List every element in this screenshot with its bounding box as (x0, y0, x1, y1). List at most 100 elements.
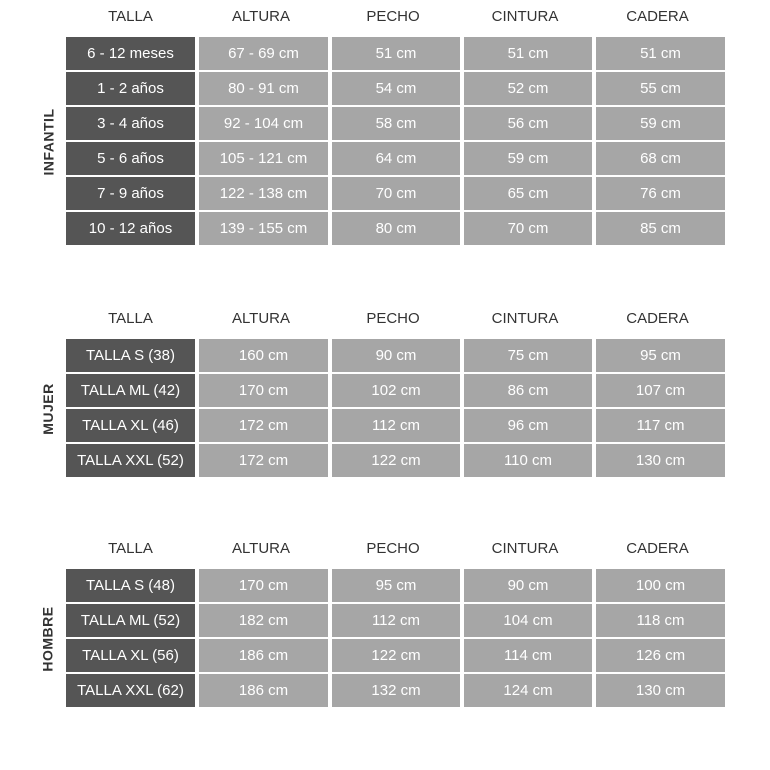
column-header: CADERA (626, 309, 689, 327)
section-label: INFANTIL (36, 37, 60, 247)
size-cell: 3 - 4 años (66, 107, 195, 140)
value-cell: 51 cm (464, 37, 592, 70)
value-cell: 112 cm (332, 604, 460, 637)
value-cell: 92 - 104 cm (199, 107, 328, 140)
value-cell: 95 cm (596, 339, 725, 372)
column-header: TALLA (108, 7, 153, 25)
column-header: CINTURA (491, 7, 559, 25)
section-mujer: TALLA ALTURA PECHO CINTURA CADERA TALLA S (38… (66, 306, 725, 477)
section-label: MUJER (36, 339, 60, 479)
value-cell: 55 cm (596, 72, 725, 105)
value-cell: 118 cm (596, 604, 725, 637)
value-cell: 114 cm (464, 639, 592, 672)
value-cell: 186 cm (199, 639, 328, 672)
section-label-text: INFANTIL (40, 108, 56, 176)
value-cell: 182 cm (199, 604, 328, 637)
value-cell: 80 cm (332, 212, 460, 245)
size-cell: TALLA ML (52) (66, 604, 195, 637)
value-cell: 75 cm (464, 339, 592, 372)
value-cell: 76 cm (596, 177, 725, 210)
value-cell: 130 cm (596, 674, 725, 707)
column-header: ALTURA (231, 7, 291, 25)
section-hombre: TALLA ALTURA PECHO CINTURA CADERA TALLA S (48… (66, 536, 725, 707)
column-header: PECHO (366, 7, 420, 25)
value-cell: 122 cm (332, 639, 460, 672)
size-cell: TALLA XL (56) (66, 639, 195, 672)
size-cell: TALLA XXL (62) (66, 674, 195, 707)
value-cell: 52 cm (464, 72, 592, 105)
value-cell: 170 cm (199, 374, 328, 407)
column-header: TALLA (108, 309, 153, 327)
size-cell: 5 - 6 años (66, 142, 195, 175)
value-cell: 67 - 69 cm (199, 37, 328, 70)
value-cell: 124 cm (464, 674, 592, 707)
table-body: TALLA S (38) 160 cm 90 cm 75 cm 95 cm TALLA M… (66, 339, 725, 477)
value-cell: 130 cm (596, 444, 725, 477)
table-body: TALLA S (48) 170 cm 95 cm 90 cm 100 cm TALLA … (66, 569, 725, 707)
value-cell: 172 cm (199, 444, 328, 477)
value-cell: 54 cm (332, 72, 460, 105)
value-cell: 85 cm (596, 212, 725, 245)
value-cell: 139 - 155 cm (199, 212, 328, 245)
size-cell: TALLA S (48) (66, 569, 195, 602)
table-body: 6 - 12 meses 67 - 69 cm 51 cm 51 cm 51 cm 1 -… (66, 37, 725, 245)
value-cell: 110 cm (464, 444, 592, 477)
size-cell: TALLA ML (42) (66, 374, 195, 407)
column-header: ALTURA (231, 539, 291, 557)
value-cell: 51 cm (596, 37, 725, 70)
value-cell: 90 cm (464, 569, 592, 602)
value-cell: 105 - 121 cm (199, 142, 328, 175)
section-label-text: MUJER (40, 383, 57, 435)
value-cell: 117 cm (596, 409, 725, 442)
column-header: TALLA (108, 539, 153, 557)
value-cell: 64 cm (332, 142, 460, 175)
column-header: CADERA (626, 539, 689, 557)
value-cell: 68 cm (596, 142, 725, 175)
value-cell: 59 cm (464, 142, 592, 175)
column-header: CINTURA (491, 309, 559, 327)
value-cell: 104 cm (464, 604, 592, 637)
column-header: CADERA (626, 7, 689, 25)
size-cell: TALLA XL (46) (66, 409, 195, 442)
value-cell: 186 cm (199, 674, 328, 707)
column-header: CINTURA (491, 539, 559, 557)
value-cell: 160 cm (199, 339, 328, 372)
value-cell: 96 cm (464, 409, 592, 442)
size-cell: 1 - 2 años (66, 72, 195, 105)
value-cell: 58 cm (332, 107, 460, 140)
value-cell: 107 cm (596, 374, 725, 407)
size-cell: 7 - 9 años (66, 177, 195, 210)
header-row: TALLA ALTURA PECHO CINTURA CADERA (66, 536, 724, 560)
header-row: TALLA ALTURA PECHO CINTURA CADERA (66, 4, 724, 28)
value-cell: 132 cm (332, 674, 460, 707)
column-header: PECHO (366, 309, 420, 327)
column-header: PECHO (366, 539, 420, 557)
value-cell: 100 cm (596, 569, 725, 602)
value-cell: 70 cm (464, 212, 592, 245)
value-cell: 80 - 91 cm (199, 72, 328, 105)
section-label: HOMBRE (36, 569, 60, 709)
value-cell: 122 - 138 cm (199, 177, 328, 210)
value-cell: 86 cm (464, 374, 592, 407)
size-cell: 6 - 12 meses (66, 37, 195, 70)
header-row: TALLA ALTURA PECHO CINTURA CADERA (66, 306, 724, 330)
value-cell: 59 cm (596, 107, 725, 140)
value-cell: 51 cm (332, 37, 460, 70)
section-label-text: HOMBRE (40, 606, 57, 672)
value-cell: 102 cm (332, 374, 460, 407)
size-cell: TALLA S (38) (66, 339, 195, 372)
column-header: ALTURA (231, 309, 291, 327)
value-cell: 112 cm (332, 409, 460, 442)
value-cell: 90 cm (332, 339, 460, 372)
value-cell: 122 cm (332, 444, 460, 477)
value-cell: 172 cm (199, 409, 328, 442)
value-cell: 56 cm (464, 107, 592, 140)
size-cell: 10 - 12 años (66, 212, 195, 245)
value-cell: 170 cm (199, 569, 328, 602)
size-cell: TALLA XXL (52) (66, 444, 195, 477)
value-cell: 126 cm (596, 639, 725, 672)
value-cell: 65 cm (464, 177, 592, 210)
value-cell: 95 cm (332, 569, 460, 602)
section-infantil: TALLA ALTURA PECHO CINTURA CADERA 6 - 12 mese… (66, 4, 725, 245)
value-cell: 70 cm (332, 177, 460, 210)
